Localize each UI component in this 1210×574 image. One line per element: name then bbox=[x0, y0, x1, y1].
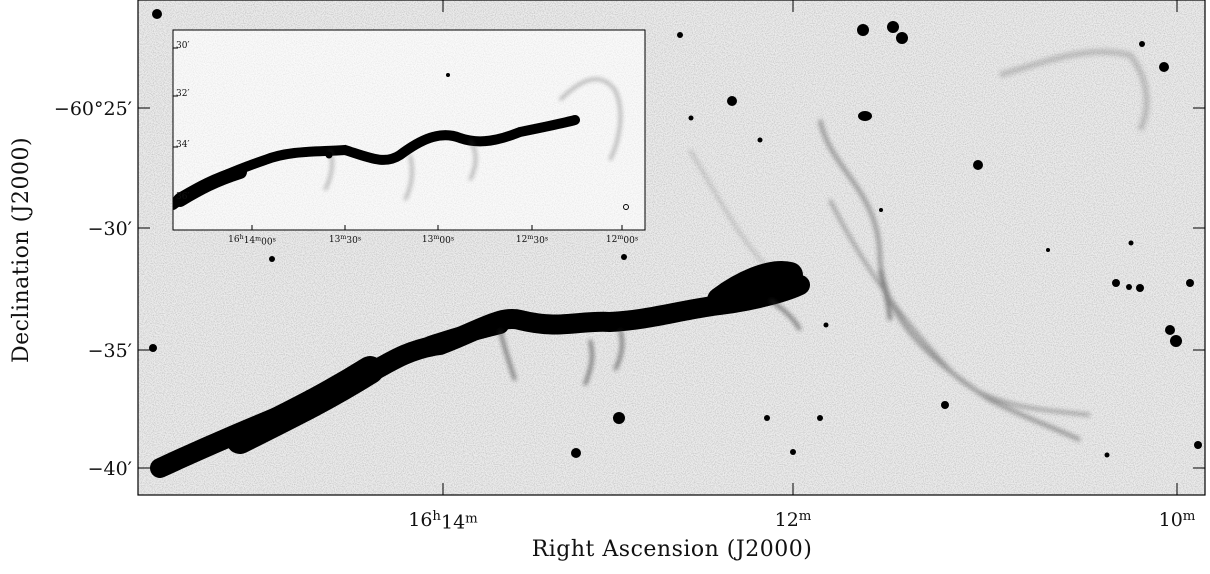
y-tick-label: −60°25′ bbox=[54, 98, 132, 120]
inset-y-tick-label: 32′ bbox=[176, 89, 190, 99]
x-tick-label: 10m bbox=[1159, 509, 1196, 531]
x-tick-label: 12m bbox=[775, 509, 812, 531]
x-tick-label: 16h14m bbox=[408, 509, 478, 534]
inset-x-tick-label: 12m00s bbox=[606, 234, 638, 246]
y-axis-label: Declination (J2000) bbox=[9, 137, 34, 363]
inset-frame bbox=[172, 29, 646, 231]
jet bbox=[150, 261, 810, 478]
inset-image bbox=[173, 30, 645, 230]
y-tick-label: −30′ bbox=[88, 218, 132, 240]
inset-x-tick-label: 16h14m00s bbox=[228, 234, 276, 247]
y-tick-label: −35′ bbox=[88, 340, 132, 362]
x-axis-label: Right Ascension (J2000) bbox=[532, 537, 813, 562]
inset-x-tick-label: 13m00s bbox=[422, 234, 454, 246]
point-sources bbox=[149, 9, 1202, 458]
y-tick-label: −40′ bbox=[88, 458, 132, 480]
main-frame bbox=[137, 0, 1206, 496]
inset-y-tick-label: 34′ bbox=[176, 140, 190, 150]
inset-y-tick-label: 30′ bbox=[176, 41, 190, 51]
inset-x-tick-label: 13m30s bbox=[329, 234, 361, 246]
inset-x-tick-label: 12m30s bbox=[516, 234, 548, 246]
inset-y-tick-label: 36′ bbox=[176, 192, 190, 202]
